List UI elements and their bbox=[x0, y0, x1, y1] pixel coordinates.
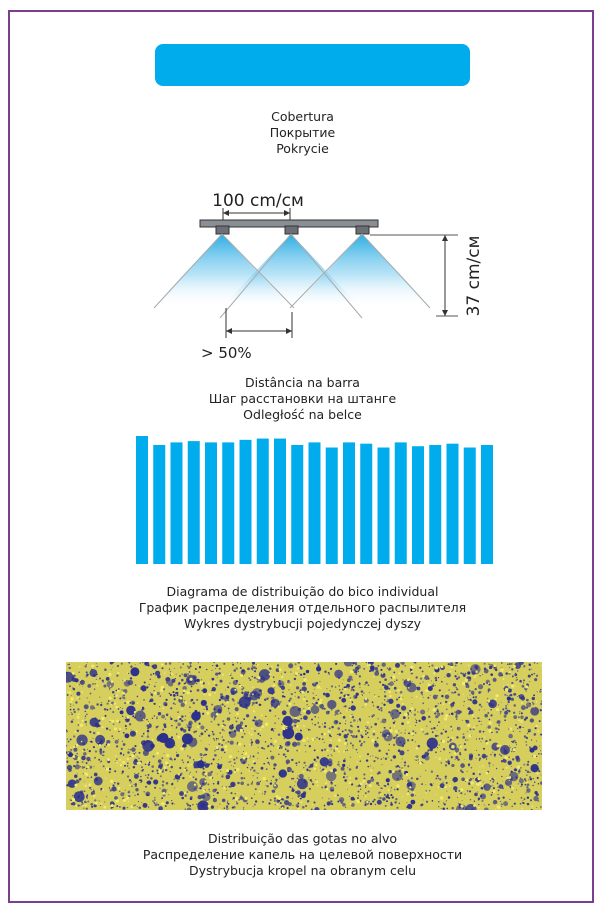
spacing-caption: Distância na barra Шаг расстановки на шт… bbox=[0, 375, 605, 423]
header-bar bbox=[155, 44, 470, 86]
distribution-bar bbox=[187, 441, 200, 564]
page-frame bbox=[8, 10, 594, 903]
distribution-bar bbox=[481, 444, 493, 564]
distribution-bar bbox=[377, 447, 390, 564]
droplet-caption: Distribuição das gotas no alvo Распредел… bbox=[0, 831, 605, 879]
distribution-bar bbox=[394, 442, 407, 564]
distribution-bar bbox=[222, 442, 235, 564]
distribution-bar bbox=[274, 438, 286, 564]
distribution-caption-pt: Diagrama de distribuição do bico individ… bbox=[166, 584, 439, 599]
spacing-caption-ru: Шаг расстановки на штанге bbox=[208, 391, 397, 406]
droplet-distribution-image bbox=[66, 662, 542, 810]
distribution-bar bbox=[446, 443, 459, 564]
distribution-caption: Diagrama de distribuição do bico individ… bbox=[0, 584, 605, 632]
distribution-bar bbox=[360, 443, 373, 564]
droplet-caption-pt: Distribuição das gotas no alvo bbox=[207, 831, 398, 846]
spray-fan-3 bbox=[292, 234, 432, 308]
distribution-bar bbox=[205, 442, 217, 564]
nozzle-spacing-diagram: 100 cm/см 37 cm/см > 50% bbox=[152, 191, 484, 362]
distribution-bar bbox=[170, 442, 183, 564]
nozzle-2 bbox=[284, 225, 299, 235]
coverage-caption-ru: Покрытие bbox=[269, 125, 336, 140]
distribution-bar bbox=[153, 444, 166, 564]
height-label: 37 cm/см bbox=[464, 236, 484, 317]
coverage-caption-pl: Pokrycie bbox=[276, 141, 329, 156]
distribution-bar bbox=[239, 439, 252, 564]
coverage-caption-pt: Cobertura bbox=[271, 109, 334, 124]
distribution-bar bbox=[429, 444, 442, 564]
overlap-label: > 50% bbox=[201, 344, 252, 362]
distribution-bar bbox=[343, 442, 355, 564]
spacing-arrow-head-right bbox=[284, 210, 290, 216]
coverage-caption: Cobertura Покрытие Pokrycie bbox=[0, 109, 605, 157]
distribution-caption-ru: График распределения отдельного распылит… bbox=[138, 600, 467, 615]
nozzle-3 bbox=[355, 225, 370, 235]
distribution-bar bbox=[256, 438, 269, 564]
droplet-caption-pl: Dystrybucja kropel na obranym celu bbox=[189, 863, 416, 878]
distribution-bar bbox=[291, 444, 304, 564]
distribution-caption-pl: Wykres dystrybucji pojedynczej dyszy bbox=[183, 616, 422, 631]
distribution-bar bbox=[463, 447, 476, 564]
nozzle-1 bbox=[215, 225, 230, 235]
spacing-arrow-head-left bbox=[223, 210, 229, 216]
droplet-caption-ru: Распределение капель на целевой поверхно… bbox=[142, 847, 463, 862]
distribution-bar bbox=[325, 447, 338, 564]
spacing-label: 100 cm/см bbox=[212, 191, 304, 211]
distribution-bar bbox=[136, 436, 148, 564]
distribution-bar-chart bbox=[136, 436, 493, 564]
spacing-caption-pt: Distância na barra bbox=[245, 375, 360, 390]
spacing-caption-pl: Odległość na belce bbox=[243, 407, 362, 422]
distribution-bar bbox=[308, 442, 321, 564]
distribution-bar bbox=[412, 446, 424, 564]
